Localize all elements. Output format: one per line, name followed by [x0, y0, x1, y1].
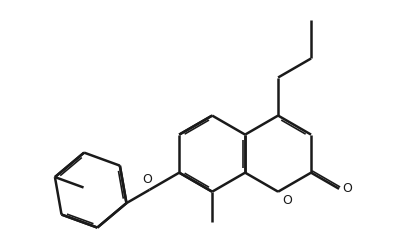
Text: O: O — [143, 173, 152, 186]
Text: O: O — [282, 194, 292, 207]
Text: O: O — [342, 182, 352, 195]
